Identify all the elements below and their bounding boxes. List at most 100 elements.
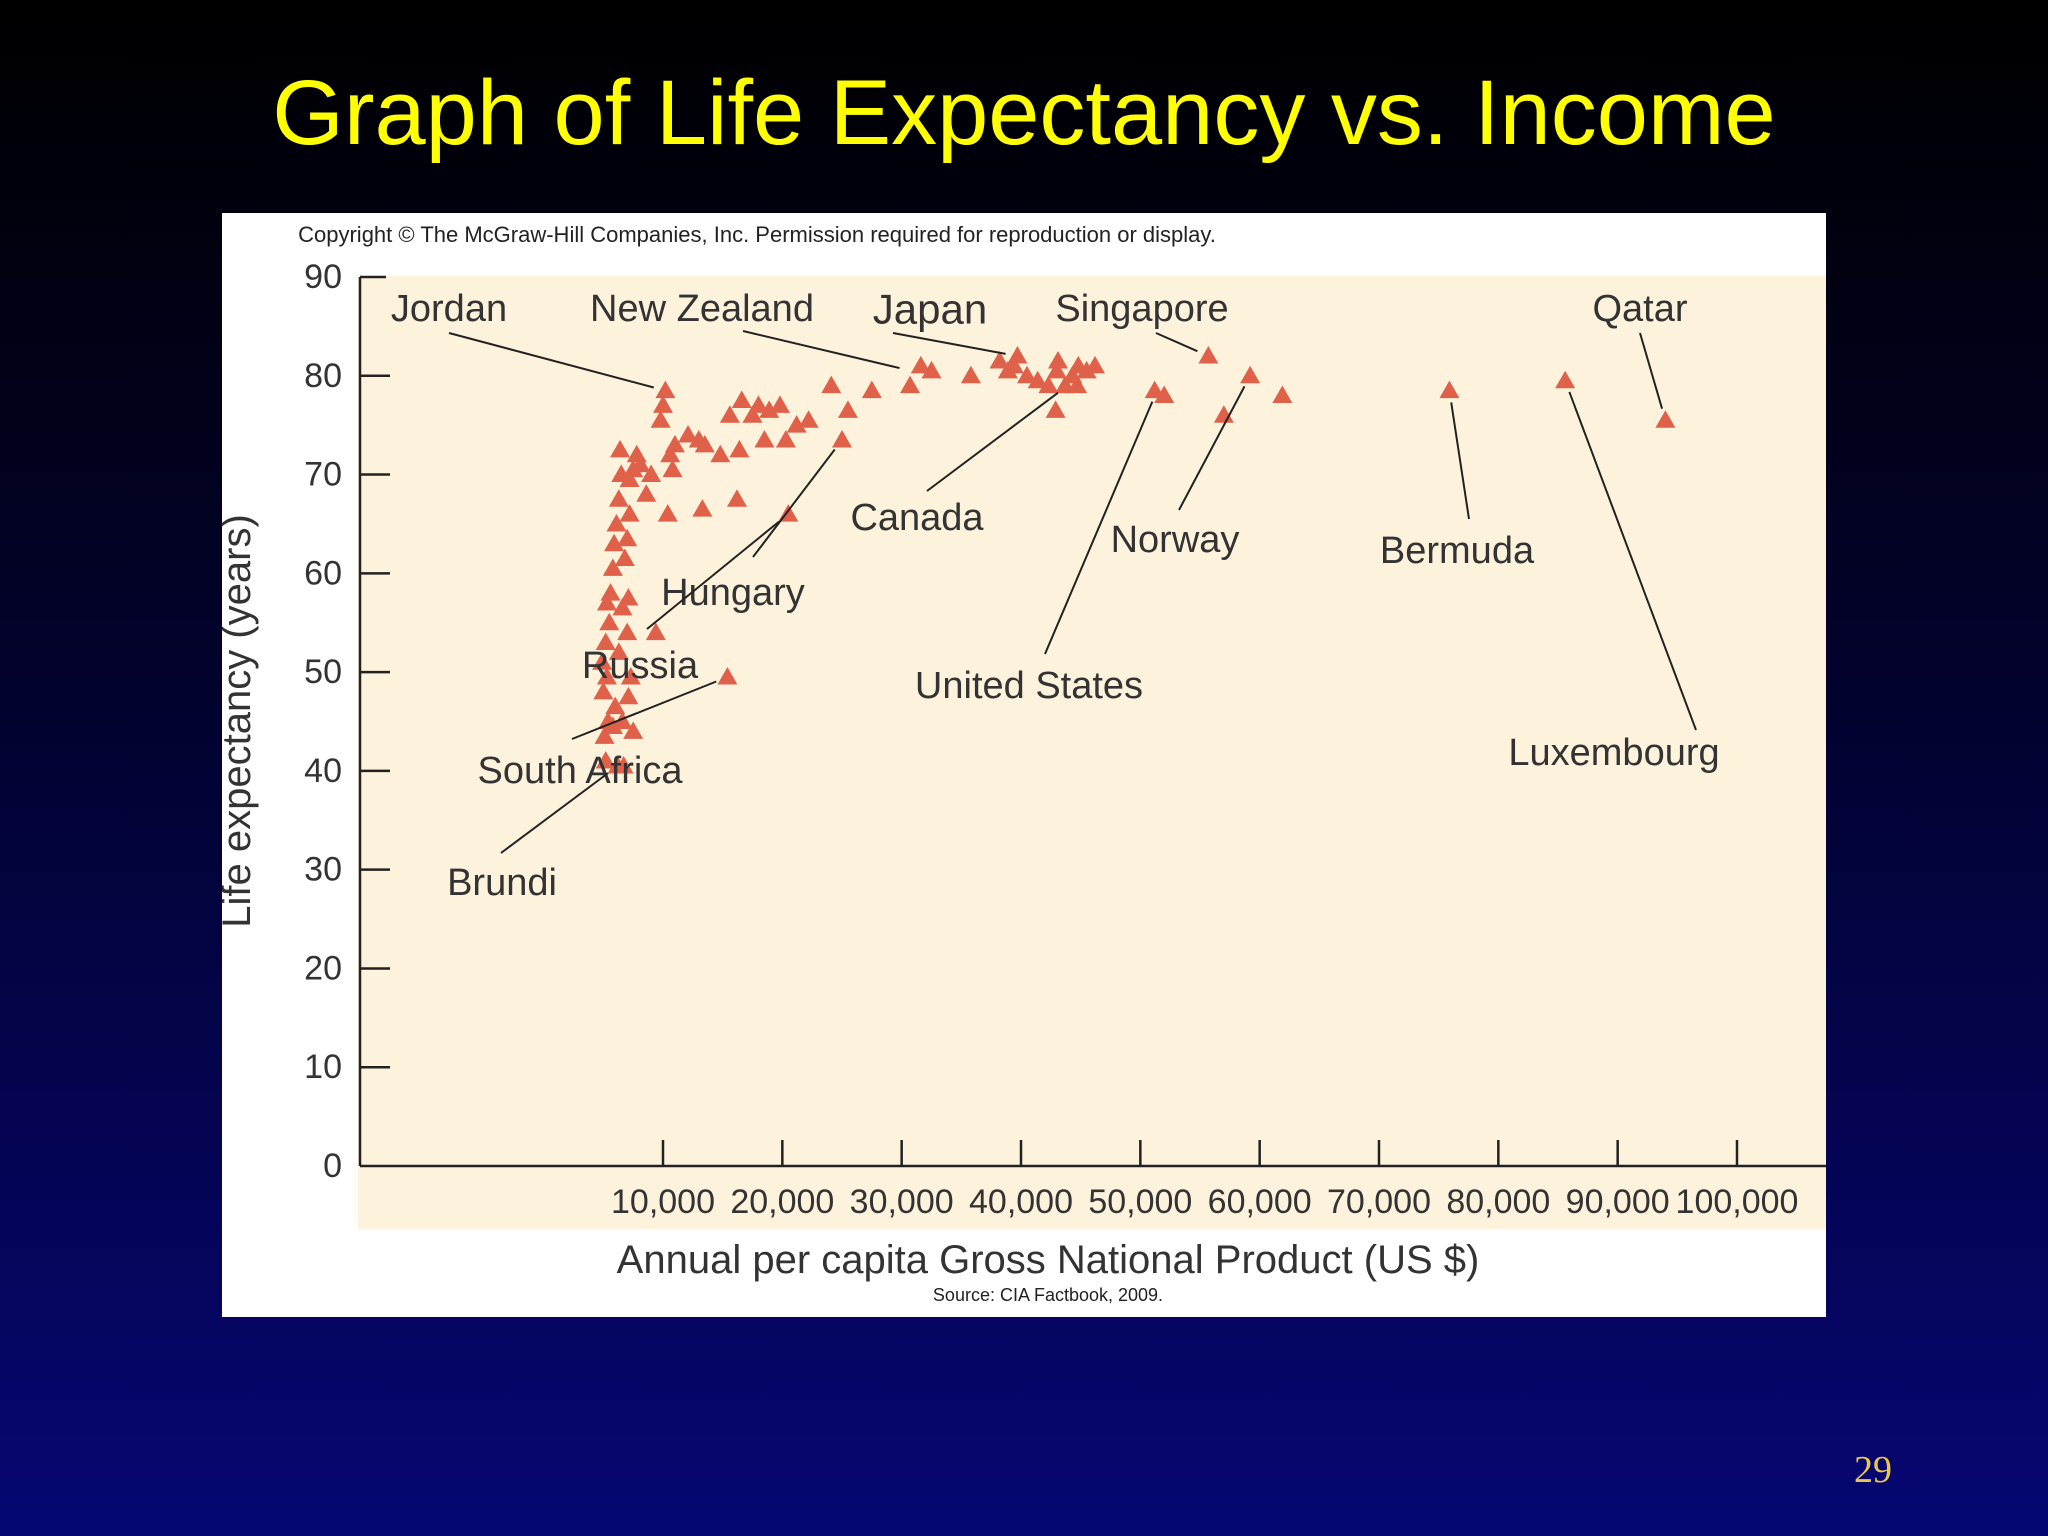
leader-line	[752, 448, 836, 558]
data-point	[641, 464, 662, 483]
data-point	[759, 400, 780, 418]
data-point	[1038, 375, 1059, 394]
x-tick-label: 50,000	[1088, 1183, 1192, 1221]
data-point	[1240, 365, 1261, 384]
data-point	[900, 375, 921, 394]
x-tick-label: 20,000	[730, 1183, 834, 1221]
data-point	[769, 395, 790, 413]
x-axis-label: Annual per capita Gross National Product…	[617, 1238, 1480, 1282]
data-point	[655, 380, 676, 399]
data-point	[593, 681, 614, 700]
data-point	[596, 667, 617, 685]
data-point	[610, 439, 631, 458]
data-point	[775, 429, 796, 448]
leader-line	[892, 332, 1006, 355]
annotation-label: Bermuda	[1380, 530, 1535, 572]
data-point	[618, 686, 639, 705]
leader-line	[500, 772, 609, 854]
data-point	[660, 444, 681, 463]
leader-line	[742, 330, 900, 370]
y-tick-label: 20	[304, 949, 342, 987]
annotation-label: Hungary	[661, 572, 805, 614]
y-tick-label: 30	[304, 851, 342, 889]
y-axis-label: Life expectancy (years)	[222, 514, 259, 928]
leader-line	[646, 520, 780, 630]
y-tick-label: 70	[304, 456, 342, 494]
data-point	[960, 365, 981, 384]
data-point	[719, 405, 740, 423]
annotation-label: Singapore	[1055, 288, 1228, 330]
y-tick-label: 10	[304, 1048, 342, 1086]
page-number: 29	[1854, 1449, 1892, 1491]
axes: 0 10 20 30 40 50 60 70 80 90 10,000 20,000 30,000 40,…	[222, 258, 1826, 1282]
data-point	[602, 716, 623, 734]
scatter-chart: Copyright © The McGraw-Hill Companies, I…	[222, 222, 1826, 1305]
data-point	[630, 454, 651, 473]
x-tick-label: 80,000	[1446, 1183, 1550, 1221]
leader-line	[1450, 402, 1470, 520]
leader-line	[1639, 332, 1664, 409]
data-point	[731, 390, 752, 408]
data-point	[678, 425, 699, 443]
data-point	[602, 558, 623, 576]
data-point	[748, 395, 769, 413]
data-point	[710, 444, 731, 463]
annotation-label: Norway	[1111, 519, 1240, 561]
annotation-label: United States	[915, 665, 1143, 707]
data-point	[754, 429, 775, 448]
annotation-label: Luxembourg	[1508, 732, 1719, 774]
data-point	[717, 667, 738, 685]
annotation-label: South Africa	[478, 750, 684, 792]
data-point	[1046, 360, 1067, 379]
y-tick-label: 90	[304, 258, 342, 296]
data-point	[595, 751, 616, 769]
y-tick-label: 40	[304, 752, 342, 790]
data-point	[617, 528, 638, 547]
data-point	[1076, 360, 1097, 379]
annotation-label: Russia	[582, 645, 699, 687]
data-point	[599, 612, 620, 631]
data-point	[694, 434, 715, 453]
plot-area	[358, 276, 1826, 1229]
leader-line	[1568, 391, 1697, 731]
data-point	[606, 513, 627, 532]
x-tick-label: 40,000	[969, 1183, 1073, 1221]
data-point	[861, 380, 882, 399]
annotation-label: Canada	[850, 497, 984, 539]
x-tick-label: 10,000	[611, 1183, 715, 1221]
data-point	[608, 489, 629, 507]
annotations: Jordan New Zealand Japan Singapore Qatar Cana…	[391, 286, 1720, 905]
data-point	[664, 434, 685, 453]
data-point	[612, 597, 633, 616]
data-point	[729, 439, 750, 458]
annotation-label: New Zealand	[590, 288, 814, 330]
data-point	[620, 667, 641, 685]
y-tick-label: 50	[304, 653, 342, 691]
annotation-label: Brundi	[447, 862, 557, 904]
data-point	[1047, 350, 1068, 369]
data-point	[1555, 370, 1576, 389]
data-point	[596, 592, 617, 611]
annotation-label: Japan	[873, 286, 987, 333]
annotation-label: Jordan	[391, 288, 507, 330]
data-point	[1067, 375, 1088, 394]
data-point	[1016, 365, 1037, 384]
data-point	[619, 469, 640, 487]
x-tick-label: 70,000	[1327, 1183, 1431, 1221]
data-points	[592, 346, 1676, 774]
leader-line	[926, 392, 1059, 492]
data-point	[653, 395, 673, 413]
data-point	[832, 429, 852, 448]
data-point	[692, 499, 713, 517]
data-point	[1007, 346, 1028, 364]
data-point	[662, 459, 683, 478]
data-point	[612, 711, 633, 729]
source-note: Source: CIA Factbook, 2009.	[933, 1285, 1163, 1305]
data-point	[910, 355, 931, 374]
data-point	[1045, 400, 1066, 418]
data-point	[1003, 355, 1024, 374]
data-point	[608, 642, 629, 660]
data-point	[1213, 405, 1234, 423]
data-point	[623, 721, 644, 739]
data-point	[1084, 355, 1105, 374]
